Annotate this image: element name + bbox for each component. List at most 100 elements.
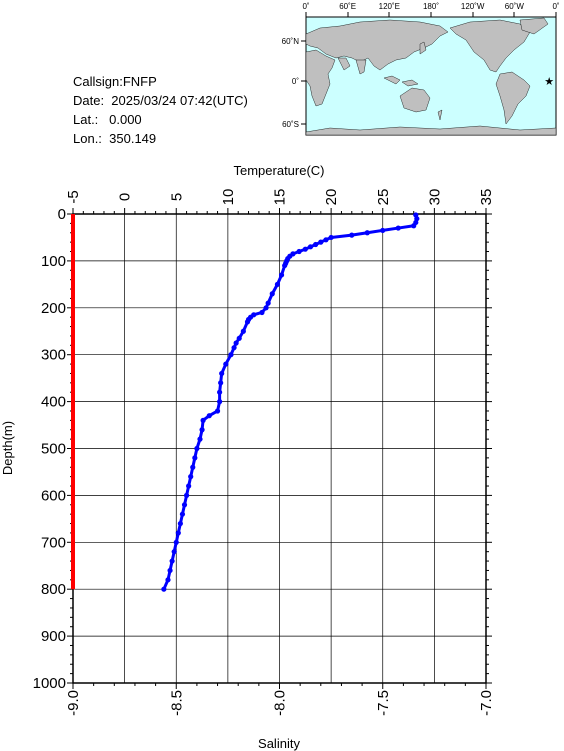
temperature-data-point — [206, 413, 212, 419]
map-land — [305, 17, 557, 136]
date-text: Date: 2025/03/24 07:42(UTC) — [73, 93, 248, 108]
temperature-tick-label: 5 — [168, 193, 185, 201]
temperature-data-point — [245, 316, 252, 323]
temperature-data-point — [197, 436, 203, 442]
temperature-data-point — [175, 530, 181, 536]
latitude-text: Lat.: 0.000 — [73, 112, 142, 127]
temperature-profile-line — [162, 214, 419, 590]
depth-tick-label: 800 — [41, 581, 66, 598]
map-lon-label: 0˚ — [302, 2, 309, 11]
depth-tick-labels: 0 100 200 300 400 500 600 700 800 900 1000 — [33, 206, 66, 692]
map-frame-ticks — [301, 12, 557, 125]
salinity-tick-label: -8.0 — [272, 690, 289, 716]
temperature-data-point — [349, 232, 355, 238]
temperature-data-point — [269, 291, 275, 297]
temperature-data-point — [307, 244, 314, 250]
callsign-text: Callsign:FNFP — [73, 74, 157, 89]
temperature-data-point — [240, 328, 246, 334]
temperature-data-point — [219, 370, 225, 377]
temperature-data-point — [214, 408, 221, 414]
salinity-tick-label: -7.0 — [478, 690, 495, 716]
temperature-data-point — [414, 216, 420, 222]
longitude-text: Lon.: 350.149 — [73, 131, 157, 146]
temperature-data-point — [274, 281, 281, 287]
depth-tick-label: 100 — [41, 253, 66, 270]
axis-ticks — [67, 208, 492, 689]
temperature-data-point — [192, 455, 198, 461]
temperature-data-point — [328, 234, 334, 241]
temperature-data-point — [287, 253, 293, 259]
depth-tick-label: 200 — [41, 300, 66, 317]
map-lon-label: 120˚E — [379, 2, 400, 11]
temperature-data-point — [380, 227, 386, 234]
depth-tick-label: 600 — [41, 487, 66, 504]
temperature-data-point — [236, 335, 242, 341]
temperature-data-point — [179, 511, 186, 517]
temperature-data-point — [199, 427, 205, 433]
temperature-data-point — [183, 492, 190, 498]
temperature-data-point — [169, 558, 175, 564]
map-lat-label: 60˚S — [282, 120, 299, 129]
salinity-tick-labels: -9.0 -8.5 -8.0 -7.5 -7.0 — [65, 690, 495, 716]
temperature-data-point — [231, 345, 237, 351]
temperature-data-point — [259, 309, 265, 316]
temperature-data-point — [318, 239, 324, 245]
map-latitude-labels: 60˚N 0˚ 60˚S — [282, 37, 300, 129]
temperature-tick-labels: -5 0 5 10 15 20 25 30 35 — [65, 189, 495, 206]
map-lon-label: 60˚E — [339, 2, 356, 11]
temperature-data-point — [217, 389, 223, 395]
depth-axis-label: Depth(m) — [0, 421, 15, 475]
depth-tick-label: 400 — [41, 394, 66, 411]
temperature-data-point — [251, 312, 257, 318]
temperature-data-point — [188, 474, 194, 480]
plot-frame — [72, 213, 487, 684]
map-lat-label: 0˚ — [292, 77, 299, 86]
data-series — [71, 212, 420, 592]
temperature-data-point — [228, 352, 234, 358]
station-info: Callsign:FNFP Date: 2025/03/24 07:42(UTC… — [73, 72, 248, 148]
temperature-data-point — [247, 314, 254, 320]
temperature-tick-label: 20 — [323, 189, 340, 206]
depth-tick-label: 900 — [41, 628, 66, 645]
temperature-data-point — [283, 260, 289, 266]
map-lon-label: 120˚W — [461, 2, 485, 11]
temperature-data-point — [364, 230, 370, 236]
temperature-data-point — [167, 567, 173, 574]
temperature-data-point — [282, 262, 288, 269]
temperature-data-point — [263, 305, 269, 311]
temperature-data-point — [244, 319, 251, 325]
temperature-data-point — [323, 237, 329, 243]
salinity-tick-label: -9.0 — [65, 690, 82, 716]
temperature-data-point — [194, 445, 200, 452]
temperature-data-point — [223, 361, 229, 367]
temperature-tick-label: 30 — [426, 189, 443, 206]
temperature-data-point — [413, 212, 419, 218]
world-map: 0˚ 60˚E 120˚E 180˚ 120˚W 60˚W 0˚ 60˚N 0˚ 60˚S ★ — [282, 2, 560, 136]
temperature-data-point — [233, 340, 239, 346]
temperature-data-point — [181, 502, 188, 508]
salinity-axis-label: Salinity — [258, 736, 300, 751]
temperature-data-point — [413, 219, 419, 226]
depth-tick-label: 300 — [41, 347, 66, 364]
temperature-data-point — [290, 251, 296, 257]
map-longitude-labels: 0˚ 60˚E 120˚E 180˚ 120˚W 60˚W 0˚ — [302, 2, 559, 11]
temperature-axis-label: Temperature(C) — [233, 163, 324, 178]
temperature-data-point — [200, 417, 206, 423]
temperature-data-point — [186, 483, 192, 489]
map-lon-label: 180˚ — [423, 2, 439, 11]
temperature-data-point — [296, 248, 302, 255]
temperature-data-point — [313, 241, 319, 248]
chart-grid — [72, 213, 487, 684]
temperature-data-point — [395, 225, 401, 231]
temperature-tick-label: 10 — [220, 189, 237, 206]
temperature-tick-label: 15 — [272, 189, 289, 206]
salinity-tick-label: -8.5 — [168, 690, 185, 716]
temperature-data-point — [173, 539, 179, 545]
depth-tick-label: 700 — [41, 534, 66, 551]
temperature-data-point — [284, 258, 290, 264]
temperature-data-point — [218, 380, 224, 386]
temperature-data-point — [285, 255, 291, 262]
temperature-data-point — [265, 300, 271, 306]
temperature-data-point — [177, 520, 183, 527]
depth-tick-label: 500 — [41, 441, 66, 458]
